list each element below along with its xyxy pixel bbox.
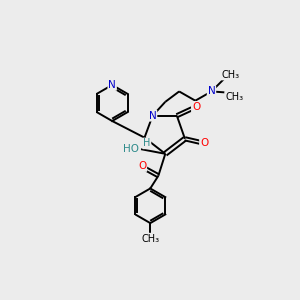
Text: O: O [200,138,208,148]
Text: H: H [143,138,151,148]
Text: N: N [208,86,215,96]
Text: HO: HO [123,144,139,154]
Text: CH₃: CH₃ [225,92,243,102]
Text: O: O [138,161,146,171]
Text: N: N [149,111,157,121]
Text: CH₃: CH₃ [141,234,159,244]
Text: CH₃: CH₃ [222,70,240,80]
Text: N: N [108,80,116,90]
Text: O: O [192,102,200,112]
